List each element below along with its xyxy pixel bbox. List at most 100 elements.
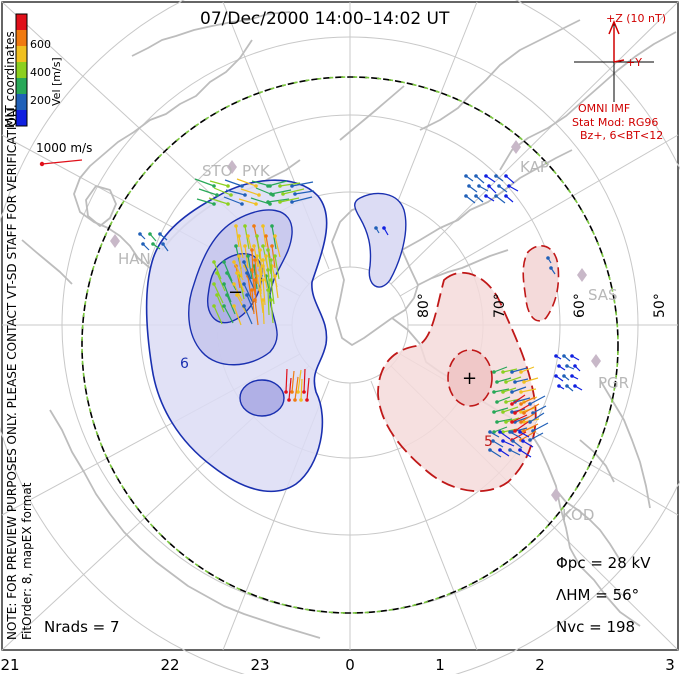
- velocity-vector-origin: [510, 370, 514, 374]
- velocity-vector: [262, 299, 265, 325]
- coordinates-label: MLT coordinates: [3, 31, 17, 128]
- velocity-vector-origin: [488, 430, 492, 434]
- negative-cell-label: −: [228, 282, 243, 303]
- station-marker-pgr: [591, 354, 601, 368]
- velocity-vector-origin: [293, 192, 297, 196]
- velocity-vector-origin: [254, 202, 258, 206]
- velocity-vector-origin: [296, 390, 300, 394]
- velocity-vector: [502, 440, 515, 447]
- velocity-vector-origin: [235, 293, 239, 297]
- velocity-vector-origin: [222, 260, 226, 264]
- velocity-vector: [262, 259, 267, 284]
- velocity-vector-origin: [250, 268, 254, 272]
- velocity-vector: [226, 294, 236, 315]
- velocity-vector: [224, 179, 243, 187]
- velocity-vector: [270, 299, 274, 324]
- station-label-han: HAN: [118, 250, 151, 268]
- velocity-vector: [247, 255, 253, 280]
- velocity-vector: [265, 275, 272, 300]
- velocity-vector: [233, 283, 243, 302]
- velocity-vector-origin: [305, 398, 309, 402]
- small-negative-cell: [354, 192, 407, 288]
- velocity-vector: [225, 189, 246, 196]
- colorbar-tick: 600: [30, 38, 51, 51]
- velocity-vector-origin: [495, 400, 499, 404]
- negative-convection-cell: [145, 179, 407, 493]
- velocity-vector-origin: [284, 390, 288, 394]
- velocity-vector-origin: [522, 380, 526, 384]
- imf-source: OMNI IMF: [578, 102, 630, 115]
- velocity-vector: [223, 283, 232, 303]
- positive-cell-core: [447, 349, 493, 407]
- velocity-vector-origin: [253, 258, 257, 262]
- velocity-vector: [279, 197, 300, 203]
- velocity-vector-origin: [266, 288, 270, 292]
- velocity-vector-origin: [302, 390, 306, 394]
- scale-vector-label: 1000 m/s: [36, 141, 92, 155]
- colorbar-label: Vel [m/s]: [50, 57, 63, 106]
- velocity-vector-origin: [290, 390, 294, 394]
- station-label-pyk: PYK: [242, 162, 271, 180]
- velocity-vector-origin: [519, 410, 523, 414]
- velocity-vector: [520, 366, 535, 373]
- velocity-vector-origin: [273, 254, 277, 258]
- velocity-vector-origin: [212, 304, 216, 308]
- velocity-vector-origin: [269, 278, 273, 282]
- velocity-vector: [267, 249, 272, 275]
- velocity-vector-origin: [518, 448, 522, 452]
- velocity-vector-origin: [565, 384, 569, 388]
- velocity-vector-origin: [212, 260, 216, 264]
- velocity-vector-origin: [253, 278, 257, 282]
- velocity-vector-origin: [549, 266, 553, 270]
- velocity-vector-origin: [501, 410, 505, 414]
- velocity-vector: [226, 272, 237, 291]
- velocity-vector: [282, 188, 305, 195]
- velocity-vector-origin: [278, 200, 282, 204]
- velocity-vector: [236, 272, 245, 293]
- station-marker-kap: [511, 140, 521, 154]
- velocity-vector-origin: [488, 448, 492, 452]
- velocity-vector-origin: [281, 192, 285, 196]
- velocity-vector: [495, 195, 506, 204]
- imf-z-label: +Z (10 nT): [606, 12, 666, 25]
- station-label-kap: KAP: [520, 158, 549, 176]
- velocity-vector-origin: [464, 194, 468, 198]
- velocity-vector-origin: [492, 410, 496, 414]
- velocity-vector: [493, 426, 508, 433]
- velocity-vector-origin: [504, 194, 508, 198]
- velocity-vector-origin: [491, 439, 495, 443]
- mlt-tick: 1: [435, 656, 445, 674]
- imf-y-label: +Y: [626, 56, 642, 69]
- velocity-vector-origin: [510, 410, 514, 414]
- velocity-vector-origin: [250, 288, 254, 292]
- velocity-colorbar: 600 400 200 Vel [m/s]: [15, 13, 63, 127]
- velocity-vector-origin: [518, 430, 522, 434]
- velocity-vector-origin: [570, 354, 574, 358]
- velocity-vector-origin: [246, 254, 250, 258]
- velocity-vector: [511, 367, 528, 373]
- velocity-vector-origin: [519, 370, 523, 374]
- velocity-vector: [291, 181, 314, 187]
- velocity-vector: [271, 245, 276, 269]
- velocity-vector-origin: [222, 304, 226, 308]
- vector-count: Nvc = 198: [556, 618, 635, 636]
- velocity-vector: [523, 377, 539, 383]
- velocity-vector-origin: [235, 271, 239, 275]
- velocity-vector: [499, 431, 511, 440]
- fit-order-info: FitOrder: 8, mapEX format: [20, 482, 34, 640]
- velocity-vector-origin: [562, 354, 566, 358]
- velocity-vector-origin: [141, 242, 145, 246]
- colorbar-bin: [16, 62, 27, 78]
- velocity-vector-origin: [158, 232, 162, 236]
- velocity-vector-origin: [266, 184, 270, 188]
- velocity-vector: [213, 283, 224, 304]
- velocity-vector-origin: [510, 420, 514, 424]
- mlt-tick: 2: [535, 656, 545, 674]
- velocity-vector-origin: [242, 260, 246, 264]
- velocity-vector-origin: [492, 430, 496, 434]
- velocity-vector: [512, 440, 523, 449]
- velocity-vector: [502, 368, 518, 373]
- velocity-vector: [238, 198, 257, 205]
- velocity-vector: [303, 368, 306, 393]
- coastlines: [21, 11, 677, 639]
